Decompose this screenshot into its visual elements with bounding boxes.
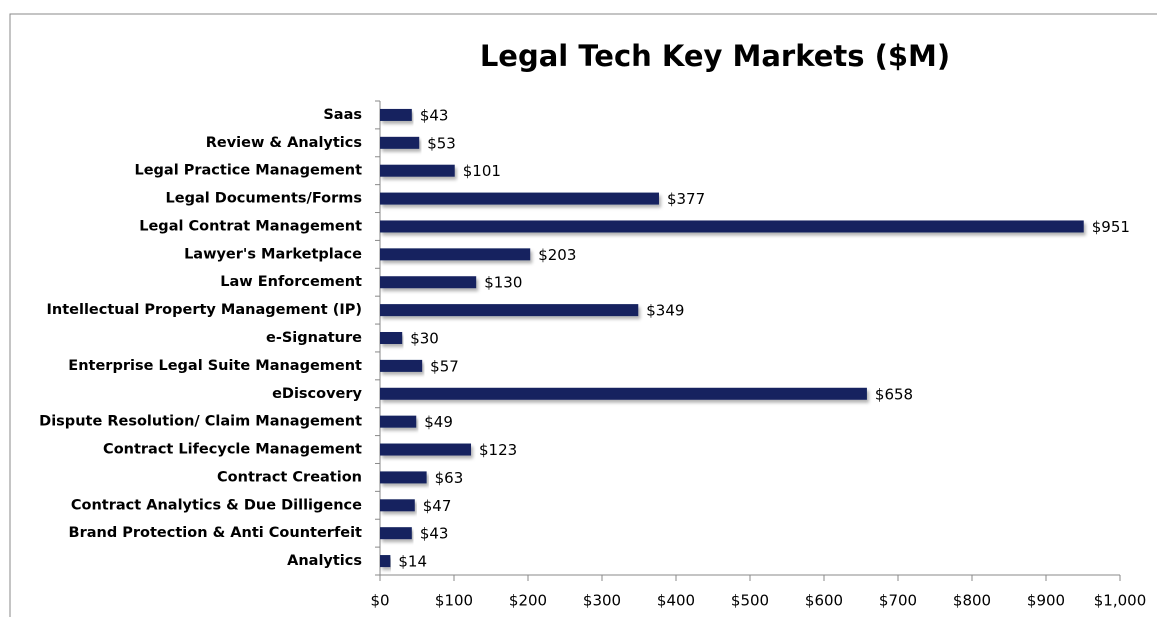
- x-tick-label: $700: [879, 592, 917, 610]
- bar: [380, 443, 472, 456]
- bar: [380, 136, 420, 149]
- x-tick-label: $600: [805, 592, 843, 610]
- value-label: $203: [538, 246, 576, 264]
- y-tick-label: e-Signature: [266, 330, 362, 346]
- x-tick-label: $400: [657, 592, 695, 610]
- bar: [380, 276, 477, 289]
- y-tick-label: Review & Analytics: [206, 135, 362, 151]
- value-label: $63: [435, 469, 464, 487]
- bar: [380, 555, 391, 568]
- y-tick-label: Law Enforcement: [220, 274, 362, 290]
- value-label: $377: [667, 190, 705, 208]
- bar: [380, 471, 427, 484]
- y-tick-label: Dispute Resolution/ Claim Management: [39, 414, 362, 430]
- frame: [9, 13, 1157, 617]
- y-tick-label: Lawyer's Marketplace: [184, 246, 362, 262]
- bar: [380, 499, 415, 512]
- y-tick-label: Saas: [323, 107, 362, 123]
- bar: [380, 527, 412, 540]
- y-tick-label: Contract Creation: [217, 469, 362, 485]
- bar: [380, 248, 531, 261]
- value-label: $57: [430, 357, 459, 375]
- value-label: $49: [424, 413, 453, 431]
- value-label: $47: [423, 497, 452, 515]
- value-label: $43: [420, 106, 449, 124]
- value-label: $349: [646, 302, 684, 320]
- y-tick-label: Legal Documents/Forms: [166, 191, 362, 207]
- y-tick-label: Brand Protection & Anti Counterfeit: [69, 525, 363, 541]
- bar: [380, 220, 1084, 233]
- value-label: $123: [479, 441, 517, 459]
- y-tick-label: Legal Contrat Management: [139, 218, 362, 234]
- value-label: $130: [484, 274, 522, 292]
- x-tick-label: $0: [370, 592, 389, 610]
- bar: [380, 164, 455, 177]
- x-tick-label: $900: [1027, 592, 1065, 610]
- x-tick-label: $200: [509, 592, 547, 610]
- value-label: $30: [410, 330, 439, 348]
- value-label: $53: [427, 134, 456, 152]
- chart-title: Legal Tech Key Markets ($M): [480, 39, 950, 73]
- bar: [380, 332, 403, 344]
- x-tick-label: $300: [583, 592, 621, 610]
- y-tick-label: Intellectual Property Management (IP): [46, 302, 362, 318]
- value-label: $658: [875, 385, 913, 403]
- bar: [380, 359, 423, 372]
- x-tick-label: $800: [953, 592, 991, 610]
- y-tick-label: Legal Practice Management: [134, 163, 362, 179]
- value-label: $43: [420, 525, 449, 543]
- y-tick-label: eDiscovery: [272, 386, 362, 402]
- value-label: $14: [398, 553, 427, 571]
- y-tick-label: Enterprise Legal Suite Management: [68, 358, 362, 374]
- y-tick-label: Contract Lifecycle Management: [103, 442, 362, 458]
- x-tick-label: $100: [435, 592, 473, 610]
- bar: [380, 415, 417, 428]
- x-tick-label: $1,000: [1094, 592, 1147, 610]
- bar: [380, 387, 867, 400]
- y-tick-label: Analytics: [287, 553, 362, 569]
- value-label: $101: [463, 162, 501, 180]
- bar: [380, 192, 659, 205]
- y-tick-label: Contract Analytics & Due Dilligence: [71, 497, 362, 513]
- x-tick-label: $500: [731, 592, 769, 610]
- value-label: $951: [1092, 218, 1130, 236]
- bar: [380, 304, 639, 317]
- bar: [380, 108, 412, 121]
